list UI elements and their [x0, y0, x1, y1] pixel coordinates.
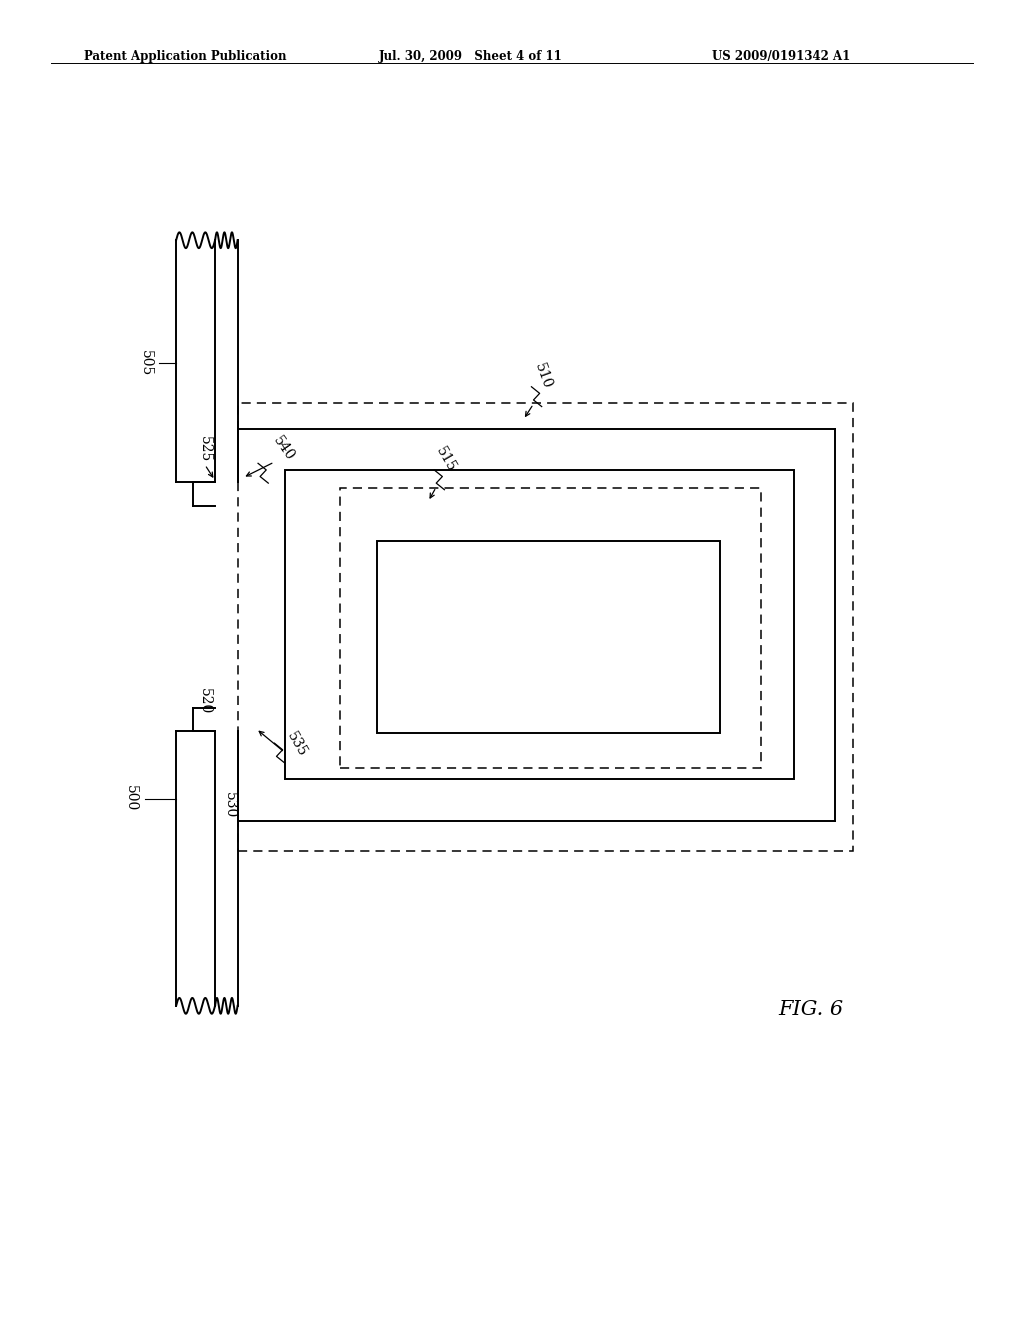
Text: 530: 530 — [222, 792, 237, 818]
Bar — [285, 470, 794, 779]
Text: 500: 500 — [124, 785, 138, 812]
Text: 510: 510 — [531, 362, 554, 391]
Text: 535: 535 — [285, 730, 309, 759]
Text: 505: 505 — [138, 350, 153, 376]
Bar — [377, 541, 720, 733]
Text: Jul. 30, 2009   Sheet 4 of 11: Jul. 30, 2009 Sheet 4 of 11 — [379, 50, 562, 63]
Text: 540: 540 — [270, 434, 297, 463]
Text: US 2009/0191342 A1: US 2009/0191342 A1 — [712, 50, 850, 63]
Text: Patent Application Publication: Patent Application Publication — [84, 50, 287, 63]
Text: 515: 515 — [433, 445, 458, 474]
Bar — [340, 488, 761, 768]
Text: 525: 525 — [198, 436, 212, 462]
Text: 520: 520 — [198, 688, 212, 714]
Text: FIG. 6: FIG. 6 — [778, 1001, 844, 1019]
Bar — [238, 403, 853, 851]
